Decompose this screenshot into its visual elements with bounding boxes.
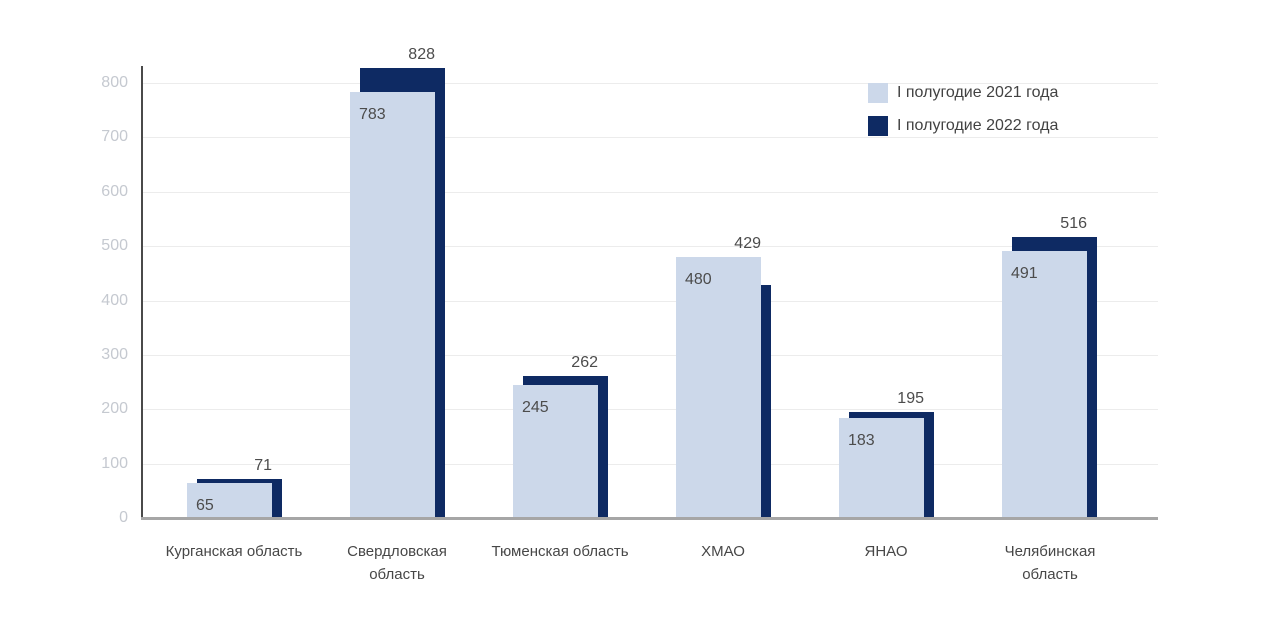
y-axis-tick-700: 700 (101, 128, 128, 145)
value-label-2022-5: 516 (1060, 215, 1087, 232)
bar-2021-5 (1002, 251, 1087, 518)
y-axis-line (141, 66, 143, 518)
legend-label-2022: I полугодие 2022 года (897, 117, 1059, 134)
legend: I полугодие 2021 года I полугодие 2022 г… (868, 83, 1058, 149)
y-axis-tick-800: 800 (101, 74, 128, 91)
y-axis-tick-600: 600 (101, 183, 128, 200)
x-axis-line (141, 517, 1158, 520)
value-label-2021-3: 480 (685, 271, 712, 288)
x-axis-label-3: ХМАО (701, 543, 745, 560)
value-label-2022-1: 828 (408, 46, 435, 63)
bar-2021-2 (513, 385, 598, 518)
value-label-2022-2: 262 (571, 354, 598, 371)
value-label-2021-1: 783 (359, 106, 386, 123)
x-axis-label-5: Челябинская область (1004, 543, 1096, 583)
gridline-400 (141, 301, 1158, 302)
y-axis-tick-300: 300 (101, 346, 128, 363)
value-label-2021-2: 245 (522, 399, 549, 416)
y-axis-tick-0: 0 (119, 509, 128, 526)
value-label-2022-4: 195 (897, 390, 924, 407)
value-label-2022-3: 429 (734, 235, 761, 252)
legend-item-2022: I полугодие 2022 года (868, 116, 1058, 136)
gridline-700 (141, 137, 1158, 138)
value-label-2021-4: 183 (848, 432, 875, 449)
gridline-100 (141, 464, 1158, 465)
y-axis-tick-200: 200 (101, 400, 128, 417)
value-label-2021-5: 491 (1011, 265, 1038, 282)
gridline-300 (141, 355, 1158, 356)
gridline-800 (141, 83, 1158, 84)
value-label-2022-0: 71 (254, 457, 272, 474)
legend-label-2021: I полугодие 2021 года (897, 84, 1059, 101)
bar-2021-1 (350, 92, 435, 518)
x-axis-label-1: Свердловская область (347, 543, 447, 583)
gridline-600 (141, 192, 1158, 193)
bar-2021-4 (839, 418, 924, 518)
y-axis-tick-400: 400 (101, 292, 128, 309)
x-axis-label-4: ЯНАО (864, 543, 908, 560)
bar-2021-3 (676, 257, 761, 518)
legend-swatch-2021-icon (868, 83, 888, 103)
y-axis-tick-500: 500 (101, 237, 128, 254)
gridline-200 (141, 409, 1158, 410)
x-axis-label-2: Тюменская область (491, 543, 629, 560)
value-label-2021-0: 65 (196, 497, 214, 514)
legend-swatch-2022-icon (868, 116, 888, 136)
x-axis-label-0: Курганская область (165, 543, 303, 560)
bar-2021-0 (187, 483, 272, 518)
legend-item-2021: I полугодие 2021 года (868, 83, 1058, 103)
gridline-500 (141, 246, 1158, 247)
y-axis-tick-100: 100 (101, 455, 128, 472)
